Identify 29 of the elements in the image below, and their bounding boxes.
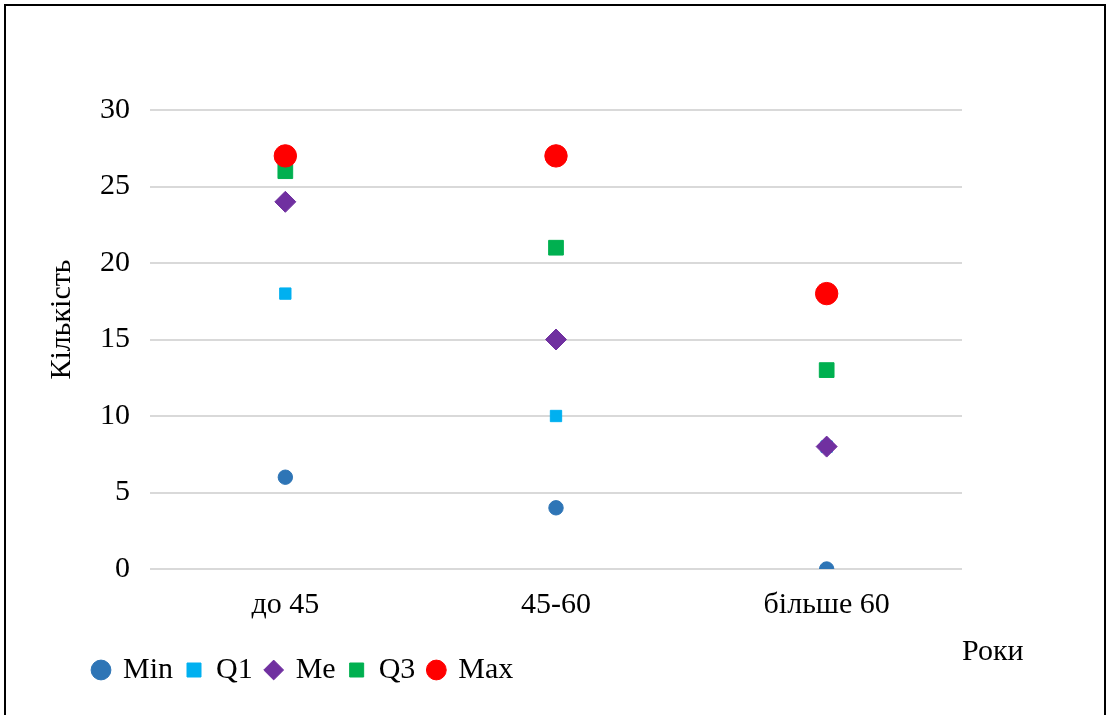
point xyxy=(818,362,835,378)
y-tick-label: 15 xyxy=(100,320,130,354)
legend-label: Max xyxy=(458,650,514,684)
point xyxy=(544,144,568,168)
y-tick-label: 25 xyxy=(100,167,130,201)
y-tick-label: 0 xyxy=(115,549,130,583)
point xyxy=(548,239,564,256)
point xyxy=(273,144,298,168)
point xyxy=(814,281,839,306)
point xyxy=(549,409,563,423)
x-tick-label: до 45 xyxy=(251,585,320,619)
point xyxy=(815,435,838,458)
y-axis-title: Кількість xyxy=(42,259,76,380)
legend-label: Q3 xyxy=(378,650,416,684)
y-tick-label: 20 xyxy=(100,243,130,277)
x-tick-label: більше 60 xyxy=(763,585,890,619)
point xyxy=(277,469,294,485)
point xyxy=(279,287,292,300)
point xyxy=(545,328,567,351)
legend-label: Me xyxy=(295,650,336,684)
y-tick-label: 5 xyxy=(115,473,130,507)
legend-label: Min xyxy=(123,650,174,684)
y-tick-label: 30 xyxy=(100,90,130,124)
legend-label: Q1 xyxy=(216,650,253,684)
point xyxy=(274,190,297,213)
x-axis-title: Роки xyxy=(962,632,1024,666)
point xyxy=(548,500,564,516)
y-tick-label: 10 xyxy=(100,396,130,430)
x-tick-label: 45-60 xyxy=(521,585,591,619)
